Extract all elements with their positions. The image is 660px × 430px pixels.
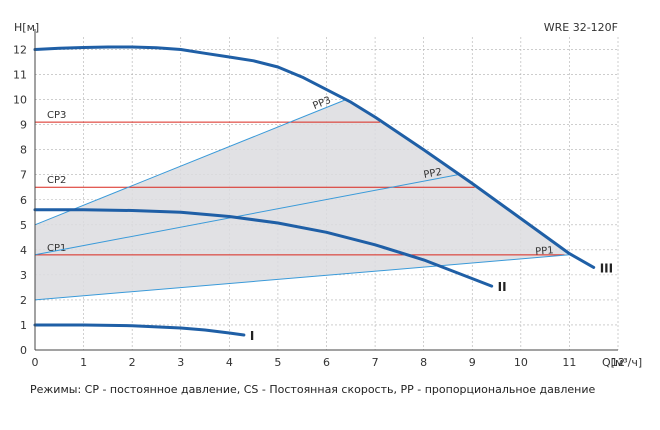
y-tick-label: 2 xyxy=(20,294,27,307)
cp-label-cp1: CP1 xyxy=(47,243,66,254)
constant-pressure-lines: CP1 CP2 CP3 xyxy=(35,110,565,256)
cp-label-cp3: CP3 xyxy=(47,110,66,121)
pp-label-pp2: PP2 xyxy=(423,167,443,181)
x-tick-label: 9 xyxy=(469,356,476,369)
x-tick-label: 11 xyxy=(562,356,576,369)
x-axis-title: Q[м³/ч] xyxy=(602,356,642,369)
x-tick-label: 0 xyxy=(32,356,39,369)
operating-region-fill xyxy=(35,99,570,300)
speed-label-i: I xyxy=(250,329,254,343)
x-tick-label: 2 xyxy=(129,356,136,369)
x-tick-label: 4 xyxy=(226,356,233,369)
y-tick-label: 8 xyxy=(20,144,27,157)
x-tick-label: 5 xyxy=(274,356,281,369)
x-tick-label: 8 xyxy=(420,356,427,369)
operating-region xyxy=(35,99,570,300)
footnote: Режимы: CP - постоянное давление, CS - П… xyxy=(30,383,596,396)
x-tick-label: 6 xyxy=(323,356,330,369)
speed-label-iii: III xyxy=(600,261,613,275)
y-tick-label: 3 xyxy=(20,269,27,282)
x-tick-label: 7 xyxy=(372,356,379,369)
y-tick-label: 7 xyxy=(20,169,27,182)
y-tick-label: 5 xyxy=(20,219,27,232)
pp-line-pp1 xyxy=(34,254,570,301)
pump-curve-iii xyxy=(33,45,596,269)
model-title: WRE 32-120F xyxy=(544,21,618,34)
y-tick-label: 4 xyxy=(20,244,27,257)
pp-label-pp1: PP1 xyxy=(535,245,554,258)
y-tick-label: 1 xyxy=(20,319,27,332)
x-tick-label: 10 xyxy=(514,356,528,369)
y-axis-title: H[м] xyxy=(14,21,39,34)
pp-line-pp3 xyxy=(34,99,347,226)
y-tick-label: 9 xyxy=(20,119,27,132)
y-tick-label: 10 xyxy=(13,94,27,107)
pp-line-pp2 xyxy=(34,174,458,256)
x-tick-label: 3 xyxy=(177,356,184,369)
y-tick-label: 12 xyxy=(13,44,27,57)
x-tick-label: 12 xyxy=(611,356,625,369)
cp-label-cp2: CP2 xyxy=(47,175,66,186)
y-tick-label: 6 xyxy=(20,194,27,207)
pump-curve-ii xyxy=(33,208,494,288)
axes xyxy=(34,29,618,351)
x-tick-label: 1 xyxy=(80,356,87,369)
speed-label-ii: II xyxy=(498,280,507,294)
pump-curve-i xyxy=(33,323,246,337)
y-tick-label: 11 xyxy=(13,69,27,82)
y-tick-label: 0 xyxy=(20,344,27,357)
